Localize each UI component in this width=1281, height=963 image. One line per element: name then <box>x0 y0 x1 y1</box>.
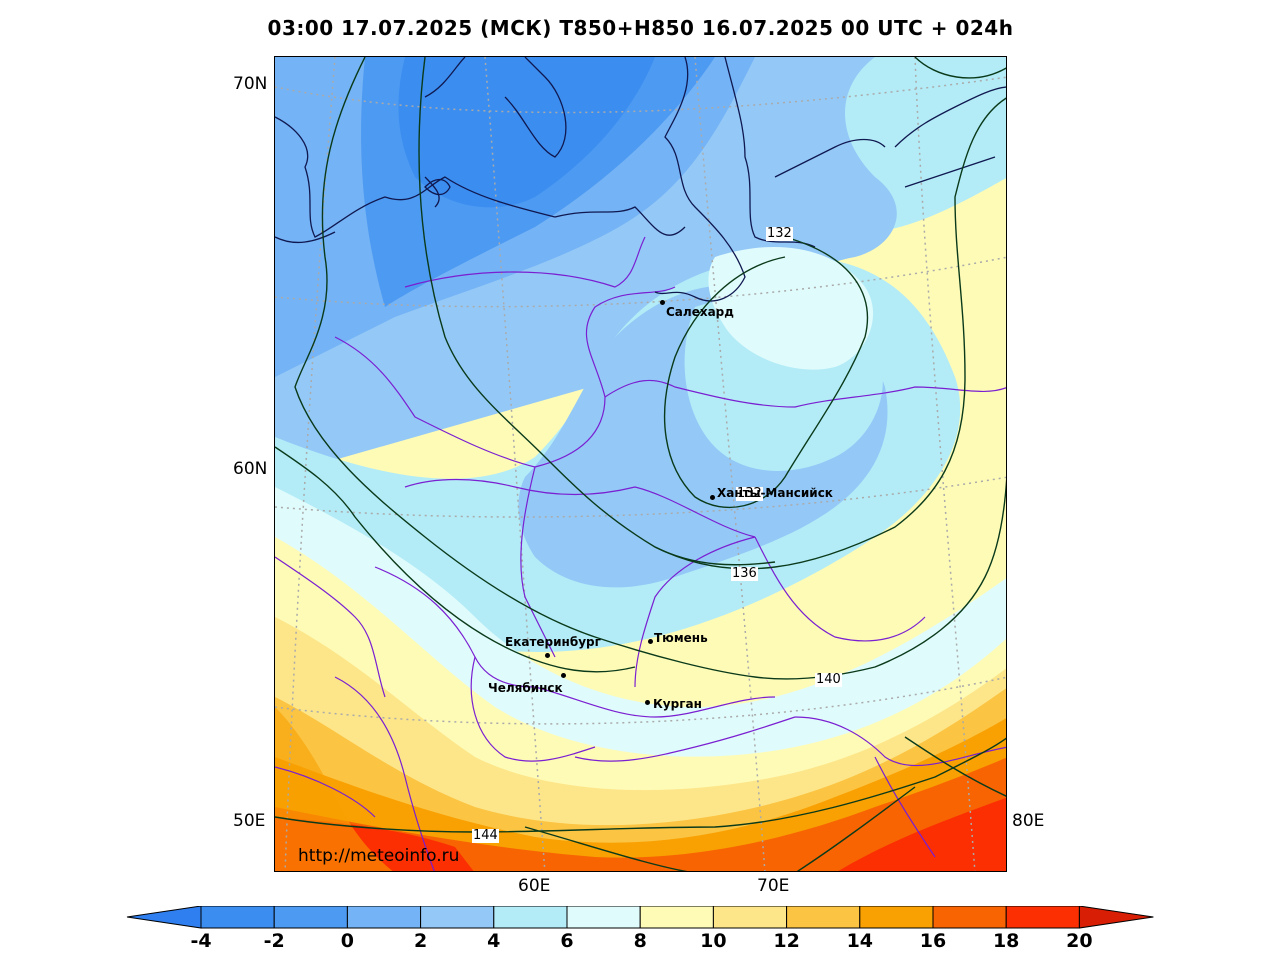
colorbar <box>126 906 1154 929</box>
colorbar-tick-label: 4 <box>487 930 501 952</box>
colorbar-tick-label: 14 <box>846 930 874 952</box>
lat-label-70n: 70N <box>233 74 268 94</box>
colorbar-tick-label: 16 <box>919 930 947 952</box>
colorbar-cell <box>932 906 1007 929</box>
colorbar-cell <box>786 906 861 929</box>
colorbar-tick-label: 20 <box>1066 930 1093 952</box>
city-label-chelyabinsk: Челябинск <box>488 681 563 695</box>
colorbar-cell <box>712 906 788 929</box>
colorbar-tick-label: 10 <box>700 930 727 952</box>
colorbar-cell <box>639 906 714 929</box>
city-marker <box>645 700 650 705</box>
colorbar-extend-high <box>1078 906 1154 929</box>
colorbar-cell <box>859 906 934 929</box>
colorbar-cell <box>1005 906 1080 929</box>
temperature-field <box>275 57 1006 871</box>
city-marker <box>545 653 550 658</box>
map-area <box>274 56 1007 872</box>
colorbar-tick-label: -4 <box>190 930 212 952</box>
city-marker <box>648 639 653 644</box>
colorbar-tick-label: -2 <box>263 930 285 952</box>
colorbar-tick-label: 2 <box>413 930 428 952</box>
city-label-salekhard: Салехард <box>666 305 734 319</box>
map-title: 03:00 17.07.2025 (МСК) T850+H850 16.07.2… <box>267 16 1014 40</box>
city-marker <box>710 495 715 500</box>
colorbar-tick-label: 6 <box>560 930 574 952</box>
lon-label-70e: 70E <box>757 876 790 896</box>
colorbar-cell <box>200 906 275 929</box>
contour-label: 144 <box>472 828 499 843</box>
colorbar-tick-label: 12 <box>773 930 800 952</box>
city-label-khanty-mansiysk: Ханты-Мансийск <box>717 486 833 500</box>
city-label-tyumen: Тюмень <box>654 631 708 645</box>
contour-label: 136 <box>731 566 758 581</box>
colorbar-cell <box>566 906 641 929</box>
lon-label-50e: 50E <box>233 811 266 831</box>
contour-label: 132 <box>766 226 793 241</box>
city-marker <box>660 300 665 305</box>
colorbar-cell <box>346 906 422 929</box>
colorbar-tick-label: 18 <box>992 930 1020 952</box>
colorbar-tick-label: 0 <box>340 930 354 952</box>
city-marker <box>561 673 566 678</box>
source-url: http://meteoinfo.ru <box>298 846 460 866</box>
city-label-kurgan: Курган <box>653 697 702 711</box>
contour-label: 140 <box>815 672 842 687</box>
lon-label-80e: 80E <box>1012 811 1045 831</box>
colorbar-cell <box>420 906 495 929</box>
lon-label-60e: 60E <box>518 876 551 896</box>
colorbar-cell <box>273 906 348 929</box>
contour-label: 132 <box>736 486 763 501</box>
colorbar-extend-low <box>126 906 202 929</box>
city-label-yekaterinburg: Екатеринбург <box>505 635 601 649</box>
colorbar-cell <box>493 906 568 929</box>
lat-label-60n: 60N <box>233 459 268 479</box>
colorbar-tick-label: 8 <box>633 930 647 952</box>
